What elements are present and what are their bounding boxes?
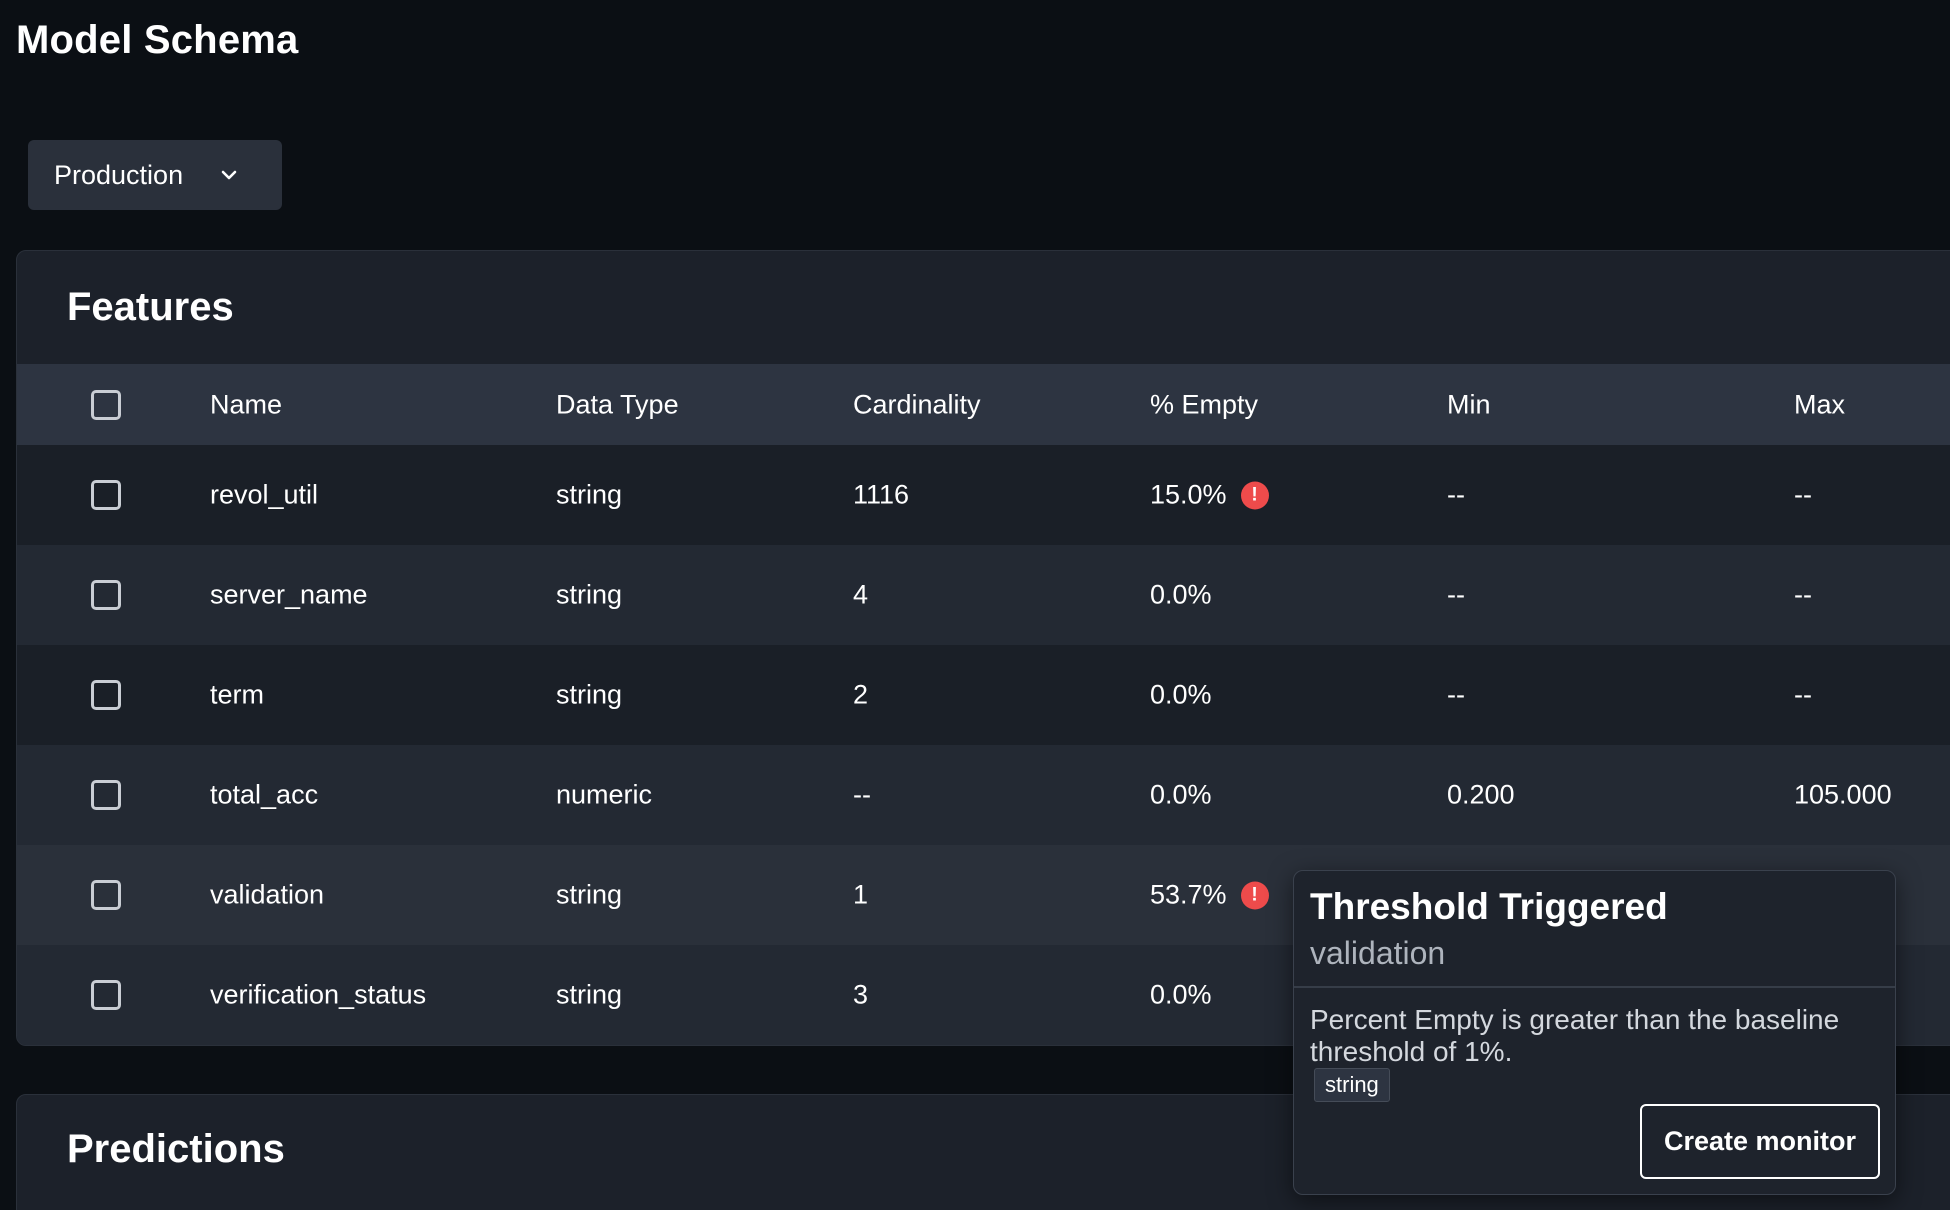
popover-title: Threshold Triggered (1310, 886, 1668, 927)
feature-cardinality: 4 (853, 579, 869, 610)
row-checkbox[interactable] (91, 580, 121, 610)
chevron-down-icon (217, 163, 241, 187)
column-header-cardinality[interactable]: Cardinality (853, 389, 981, 419)
feature-cardinality: -- (853, 779, 871, 810)
feature-data-type: string (556, 579, 623, 610)
feature-data-type: string (556, 679, 623, 710)
column-header-percent-empty[interactable]: % Empty (1150, 389, 1259, 419)
features-table: Name Data Type Cardinality % Empty Min M… (17, 364, 1950, 1045)
feature-name: validation (210, 879, 325, 910)
row-checkbox[interactable] (91, 680, 121, 710)
feature-data-type: string (556, 479, 623, 510)
popover-message: Percent Empty is greater than the baseli… (1310, 1004, 1840, 1067)
feature-data-type: numeric (556, 779, 653, 810)
feature-max: 105.000 (1794, 779, 1892, 810)
environment-select-value: Production (54, 159, 184, 190)
feature-percent-empty: 53.7% (1150, 879, 1227, 910)
row-checkbox[interactable] (91, 980, 121, 1010)
feature-max: -- (1794, 679, 1812, 710)
table-row[interactable]: revol_util string 1116 15.0% ! -- -- (17, 445, 1950, 545)
feature-percent-empty: 0.0% (1150, 579, 1212, 610)
feature-percent-empty-cell: 53.7% ! (1150, 880, 1269, 911)
feature-percent-empty: 0.0% (1150, 679, 1212, 710)
feature-percent-empty: 15.0% (1150, 479, 1227, 510)
table-row[interactable]: server_name string 4 0.0% -- -- (17, 545, 1950, 645)
feature-data-type: string (556, 879, 623, 910)
feature-name: server_name (210, 579, 368, 610)
features-title: Features (67, 285, 234, 329)
feature-cardinality: 2 (853, 679, 869, 710)
table-row[interactable]: total_acc numeric -- 0.0% 0.200 105.000 (17, 745, 1950, 845)
column-header-max[interactable]: Max (1794, 389, 1846, 419)
threshold-popover: Threshold Triggered validation Percent E… (1293, 870, 1896, 1195)
row-checkbox-cell (91, 780, 121, 810)
predictions-title: Predictions (67, 1127, 285, 1171)
feature-min: 0.200 (1447, 779, 1515, 810)
popover-feature-name: validation (1310, 935, 1446, 971)
row-checkbox[interactable] (91, 880, 121, 910)
feature-percent-empty: 0.0% (1150, 979, 1212, 1010)
row-checkbox-cell (91, 980, 121, 1010)
row-checkbox-cell (91, 680, 121, 710)
row-checkbox-cell (91, 880, 121, 910)
table-row[interactable]: term string 2 0.0% -- -- (17, 645, 1950, 745)
create-monitor-button[interactable]: Create monitor (1640, 1104, 1880, 1179)
data-type-tag: string (1314, 1068, 1390, 1102)
environment-select[interactable]: Production (28, 140, 282, 210)
feature-name: revol_util (210, 479, 319, 510)
select-all-cell (91, 389, 121, 420)
features-panel: Features Name Data Type Cardinality % Em… (16, 250, 1950, 1046)
row-checkbox-cell (91, 580, 121, 610)
feature-min: -- (1447, 679, 1465, 710)
page-title: Model Schema (16, 18, 299, 62)
alert-icon[interactable]: ! (1240, 481, 1269, 509)
feature-max: -- (1794, 579, 1812, 610)
feature-min: -- (1447, 579, 1465, 610)
table-header-row: Name Data Type Cardinality % Empty Min M… (17, 364, 1950, 445)
select-all-checkbox[interactable] (91, 389, 121, 420)
feature-name: term (210, 679, 264, 710)
feature-cardinality: 1 (853, 879, 869, 910)
feature-data-type: string (556, 979, 623, 1010)
row-checkbox[interactable] (91, 780, 121, 810)
feature-name: verification_status (210, 979, 427, 1010)
column-header-data-type[interactable]: Data Type (556, 389, 679, 419)
feature-min: -- (1447, 479, 1465, 510)
feature-name: total_acc (210, 779, 319, 810)
column-header-name[interactable]: Name (210, 389, 283, 419)
popover-header: Threshold Triggered validation (1294, 871, 1895, 988)
alert-icon[interactable]: ! (1240, 881, 1269, 909)
feature-percent-empty-cell: 15.0% ! (1150, 480, 1269, 511)
feature-max: -- (1794, 479, 1812, 510)
row-checkbox-cell (91, 480, 121, 510)
feature-cardinality: 3 (853, 979, 869, 1010)
column-header-min[interactable]: Min (1447, 389, 1491, 419)
row-checkbox[interactable] (91, 480, 121, 510)
feature-cardinality: 1116 (853, 479, 910, 510)
feature-percent-empty: 0.0% (1150, 779, 1212, 810)
popover-body: Percent Empty is greater than the baseli… (1294, 988, 1895, 1194)
